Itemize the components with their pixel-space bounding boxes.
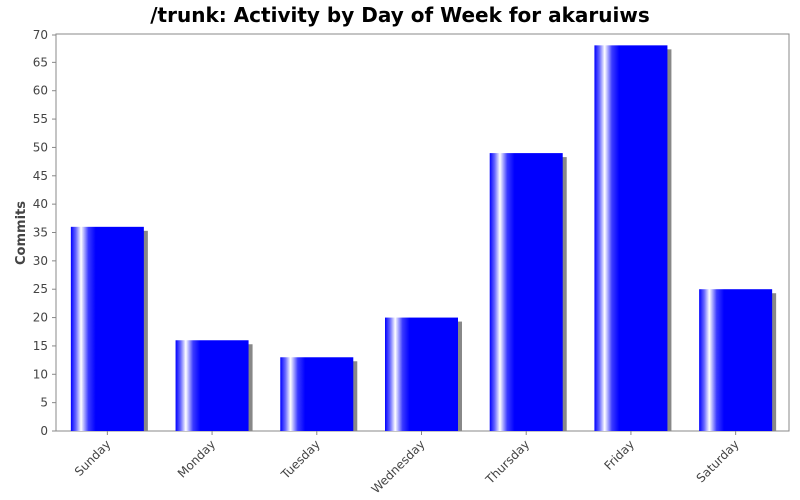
y-tick-label: 65: [33, 55, 48, 69]
x-tick-label: Saturday: [694, 437, 742, 485]
y-tick-label: 25: [33, 282, 48, 296]
bar-saturday: [699, 289, 773, 431]
y-axis-label: Commits: [14, 201, 29, 265]
bar-tuesday: [280, 357, 354, 431]
x-tick-label: Wednesday: [369, 437, 428, 496]
bar-wednesday: [385, 317, 458, 431]
y-tick-label: 15: [33, 339, 48, 353]
x-tick-label: Sunday: [72, 437, 114, 479]
y-tick-label: 60: [33, 84, 48, 98]
x-tick-label: Tuesday: [278, 437, 323, 482]
x-tick-label: Friday: [601, 437, 637, 473]
bar-monday: [175, 340, 249, 431]
y-axis: 0 5 10 15 20 25 30 35 40 45 50 55 60 65 70: [33, 28, 57, 438]
y-tick-label: 20: [33, 311, 48, 325]
y-tick-label: 5: [40, 396, 48, 410]
y-tick-label: 35: [33, 226, 48, 240]
y-tick-label: 0: [40, 424, 48, 438]
y-tick-label: 70: [33, 28, 48, 42]
bar-sunday: [70, 226, 144, 431]
y-tick-label: 40: [33, 197, 48, 211]
chart-title: /trunk: Activity by Day of Week for akar…: [150, 3, 650, 27]
x-axis: Sunday Monday Tuesday Wednesday Thursday Frid…: [56, 430, 789, 496]
y-tick-label: 45: [33, 169, 48, 183]
bars: [70, 45, 777, 431]
y-tick-label: 55: [33, 112, 48, 126]
bar-friday: [594, 45, 668, 431]
x-tick-label: Thursday: [482, 437, 532, 487]
y-tick-label: 50: [33, 140, 48, 154]
x-tick-label: Monday: [175, 437, 218, 480]
bar-thursday: [489, 153, 563, 431]
y-tick-label: 30: [33, 254, 48, 268]
y-tick-label: 10: [33, 367, 48, 381]
